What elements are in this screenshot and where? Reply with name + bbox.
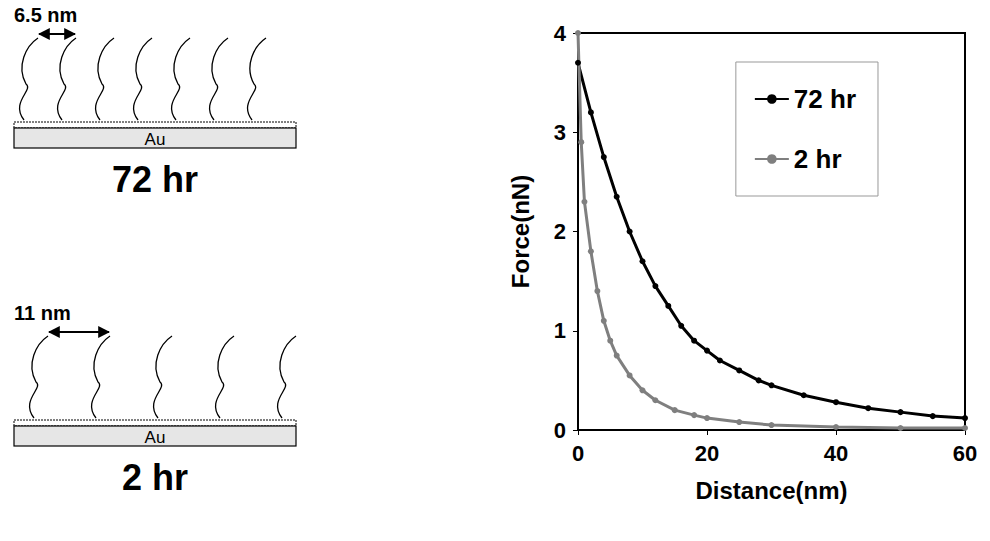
svg-text:Au: Au xyxy=(145,428,166,447)
svg-text:2: 2 xyxy=(554,219,566,244)
svg-text:Force(nN): Force(nN) xyxy=(507,175,534,288)
svg-text:4: 4 xyxy=(554,21,567,46)
svg-text:11 nm: 11 nm xyxy=(14,302,71,324)
svg-text:0: 0 xyxy=(554,418,566,443)
svg-text:Distance(nm): Distance(nm) xyxy=(695,477,847,504)
svg-text:60: 60 xyxy=(953,441,977,466)
svg-text:2 hr: 2 hr xyxy=(794,144,842,174)
svg-text:6.5 nm: 6.5 nm xyxy=(14,4,77,26)
svg-text:3: 3 xyxy=(554,120,566,145)
svg-text:Au: Au xyxy=(145,130,166,149)
svg-text:1: 1 xyxy=(554,318,566,343)
svg-text:40: 40 xyxy=(824,441,848,466)
svg-text:0: 0 xyxy=(572,441,584,466)
svg-text:72 hr: 72 hr xyxy=(794,84,856,114)
svg-text:2 hr: 2 hr xyxy=(122,457,188,498)
svg-text:72 hr: 72 hr xyxy=(112,159,198,200)
svg-text:20: 20 xyxy=(695,441,719,466)
